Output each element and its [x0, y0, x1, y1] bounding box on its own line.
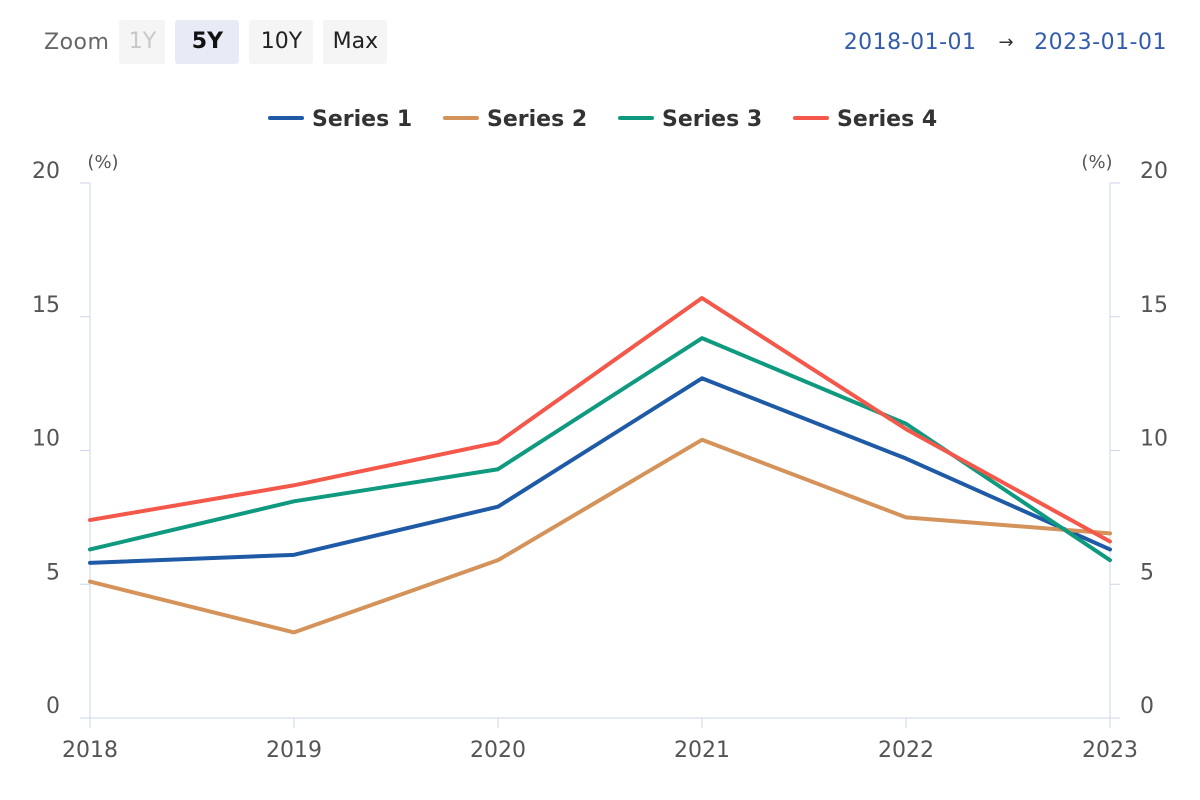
zoom-label: Zoom — [44, 29, 110, 55]
zoom-5y-button[interactable]: 5Y — [175, 20, 240, 64]
x-tick-label: 2019 — [266, 738, 322, 763]
x-tick-label: 2020 — [470, 738, 526, 763]
x-tick-label: 2022 — [878, 738, 934, 763]
series-line-1 — [88, 376, 1112, 565]
legend-label-series-2[interactable]: Series 2 — [487, 107, 587, 132]
y-tick-label-right: 20 — [1140, 159, 1168, 184]
series-line-4 — [88, 296, 1112, 544]
x-tick-label: 2018 — [62, 738, 118, 763]
x-tick-label: 2023 — [1082, 738, 1138, 763]
x-tick-label: 2021 — [674, 738, 730, 763]
y-tick-label-right: 10 — [1140, 427, 1168, 452]
range-to-date[interactable]: 2023-01-01 — [1034, 29, 1167, 55]
series-line-2 — [88, 437, 1112, 635]
y-unit-left: (%) — [87, 152, 118, 173]
range-from-date[interactable]: 2018-01-01 — [843, 29, 977, 55]
legend-label-series-4[interactable]: Series 4 — [837, 107, 937, 132]
y-tick-label-right: 15 — [1140, 293, 1168, 318]
y-tick-label-right: 5 — [1140, 560, 1154, 585]
legend-label-series-1[interactable]: Series 1 — [312, 107, 412, 132]
zoom-10y-button[interactable]: 10Y — [249, 20, 314, 64]
y-unit-right: (%) — [1081, 152, 1112, 173]
range-arrow: → — [998, 31, 1015, 53]
y-tick-label-left: 10 — [32, 427, 60, 452]
legend-label-series-3[interactable]: Series 3 — [662, 107, 762, 132]
date-range: 2018-01-01 → 2023-01-01 — [844, 20, 1167, 64]
zoom-1y-button[interactable]: 1Y — [119, 20, 166, 64]
y-tick-label-left: 20 — [32, 159, 60, 184]
y-tick-label-left: 15 — [32, 293, 60, 318]
y-tick-label-left: 0 — [46, 694, 60, 719]
y-tick-label-right: 0 — [1140, 694, 1154, 719]
zoom-toolbar: Zoom 1Y 5Y 10Y Max — [44, 20, 397, 64]
y-tick-label-left: 5 — [46, 560, 60, 585]
zoom-max-button[interactable]: Max — [323, 20, 388, 64]
